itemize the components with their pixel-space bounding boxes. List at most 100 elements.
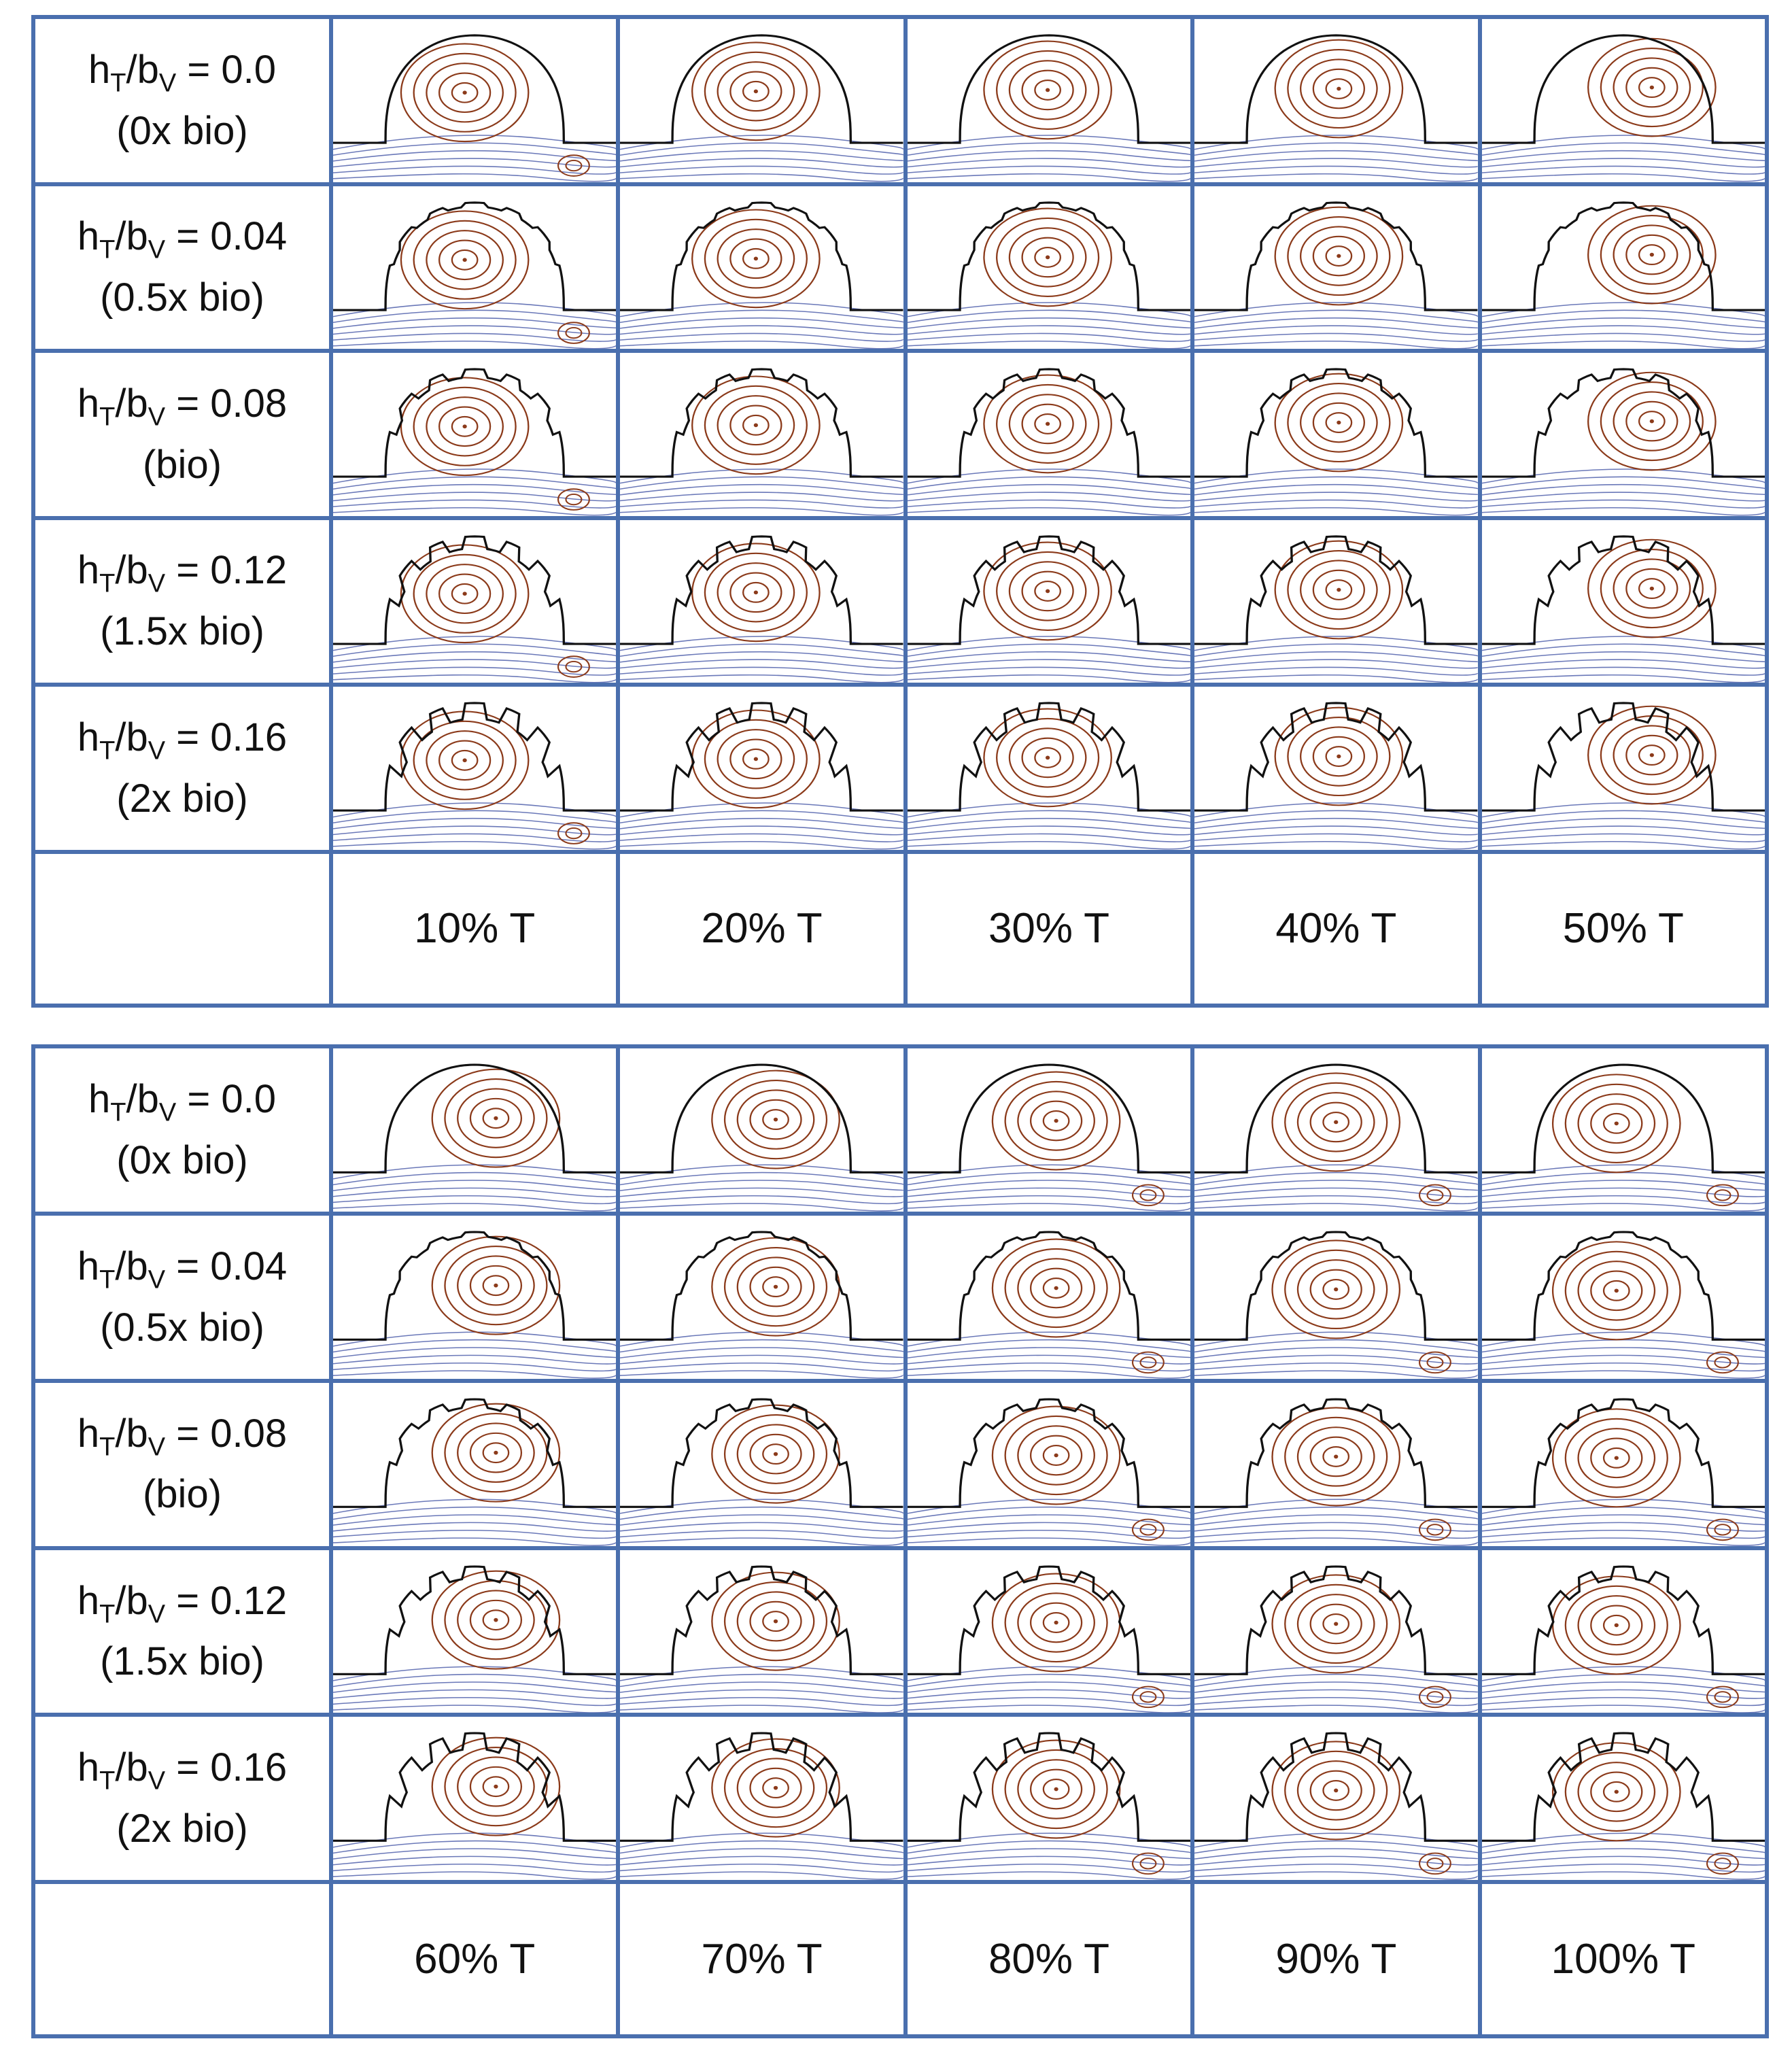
open-streamline <box>333 1529 617 1539</box>
plot-cell <box>333 353 617 516</box>
vortex-streamline <box>1008 560 1087 621</box>
plot-cell <box>1194 1048 1478 1212</box>
vortex-center <box>1649 753 1654 757</box>
vortex-streamline <box>1625 400 1678 442</box>
vortex-streamline <box>724 1079 828 1160</box>
open-streamline <box>1194 1673 1478 1687</box>
vortex-streamline <box>1638 243 1666 265</box>
bio-label: (0x bio) <box>116 108 248 153</box>
open-streamline <box>1194 1339 1478 1353</box>
plot-cell <box>1194 519 1478 683</box>
ratio-part: V <box>158 1098 177 1127</box>
open-streamline <box>620 1696 903 1706</box>
vortex-streamline <box>413 720 517 800</box>
open-streamline <box>1194 1848 1478 1860</box>
open-streamline <box>907 658 1191 669</box>
streamline-plot <box>907 34 1191 182</box>
vortex-streamline <box>1325 746 1353 768</box>
vortex-center <box>1614 1790 1619 1794</box>
open-streamline <box>1481 173 1765 182</box>
vortex-streamline <box>1551 1408 1681 1508</box>
open-streamline <box>1481 1362 1765 1371</box>
open-streamline <box>1481 309 1765 323</box>
open-streamline <box>1194 499 1478 509</box>
ratio-part: /b <box>126 47 159 92</box>
appendage-outline <box>1481 34 1765 144</box>
streamline-plot <box>1194 1732 1478 1881</box>
open-streamline <box>1481 317 1765 329</box>
ratio-label: hT/bV = 0.16 <box>77 709 287 770</box>
streamline-plot <box>1481 368 1765 516</box>
streamline-plot <box>1194 1398 1478 1546</box>
ratio-part: T <box>99 1265 116 1295</box>
open-streamline <box>620 317 903 329</box>
open-streamline <box>907 1673 1191 1687</box>
time-label: 10% T <box>333 853 617 1004</box>
open-streamline <box>1194 833 1478 842</box>
open-streamline <box>333 1856 617 1866</box>
vortex-streamline <box>742 247 770 269</box>
vortex-center <box>1614 1288 1619 1293</box>
open-streamline <box>620 1848 903 1860</box>
plot-cell <box>907 19 1191 182</box>
vortex-streamline <box>1564 1083 1668 1163</box>
vortex-streamline <box>691 543 821 642</box>
plot-cell <box>620 519 903 683</box>
vortex-streamline <box>1271 1407 1401 1507</box>
streamline-plot <box>1194 34 1478 182</box>
vortex-streamline <box>1577 1093 1655 1154</box>
appendage-outline <box>1481 702 1765 812</box>
appendage-outline <box>1194 1565 1478 1675</box>
open-streamline <box>620 1529 903 1539</box>
open-streamline <box>333 643 617 657</box>
open-streamline <box>1194 825 1478 836</box>
appendage-outline <box>620 1732 903 1843</box>
ratio-part: h <box>77 1745 100 1790</box>
appendage-outline <box>620 34 903 144</box>
open-streamline <box>1481 825 1765 836</box>
streamline-plot <box>620 702 903 850</box>
ratio-part: T <box>99 1767 116 1796</box>
appendage-outline <box>333 534 617 645</box>
plot-cell <box>620 1215 903 1379</box>
open-streamline <box>333 666 617 676</box>
vortex-streamline <box>457 1255 535 1316</box>
vortex-center <box>1334 1287 1339 1292</box>
vortex-streamline <box>451 583 479 604</box>
plot-cell <box>620 1717 903 1881</box>
vortex-streamline <box>1625 234 1678 275</box>
vortex-streamline <box>1613 57 1691 118</box>
time-label: 50% T <box>1481 853 1765 1004</box>
open-streamline <box>907 1856 1191 1866</box>
vortex-streamline <box>1274 706 1404 806</box>
open-streamline <box>1194 483 1478 496</box>
vortex-streamline <box>469 1599 523 1641</box>
vortex-streamline <box>1638 77 1666 99</box>
streamline-plot <box>1481 1398 1765 1546</box>
open-streamline <box>1194 1681 1478 1693</box>
vortex-streamline <box>737 1424 815 1484</box>
bio-label: (0.5x bio) <box>100 275 264 320</box>
open-streamline <box>907 142 1191 156</box>
open-streamline <box>333 1689 617 1699</box>
secondary-vortex <box>1131 1518 1165 1541</box>
vortex-streamline <box>1017 1424 1095 1486</box>
open-streamline <box>1194 165 1478 175</box>
secondary-vortex <box>557 655 590 678</box>
ratio-part: /b <box>115 381 148 426</box>
plot-cell <box>1481 687 1765 850</box>
vortex-streamline <box>1613 224 1691 285</box>
vortex-streamline <box>1274 39 1404 139</box>
open-streamline <box>1194 1506 1478 1520</box>
open-streamline <box>1481 1522 1765 1532</box>
empty-corner-cell <box>35 1884 329 2034</box>
open-streamline <box>333 1864 617 1873</box>
plot-cell <box>620 1382 903 1546</box>
streamline-plot <box>620 1398 903 1546</box>
vortex-streamline <box>1021 737 1074 778</box>
vortex-streamline <box>704 552 808 632</box>
vortex-streamline <box>451 415 479 437</box>
plot-cell <box>1481 353 1765 516</box>
open-streamline <box>620 1347 903 1358</box>
streamline-plot <box>907 1565 1191 1713</box>
